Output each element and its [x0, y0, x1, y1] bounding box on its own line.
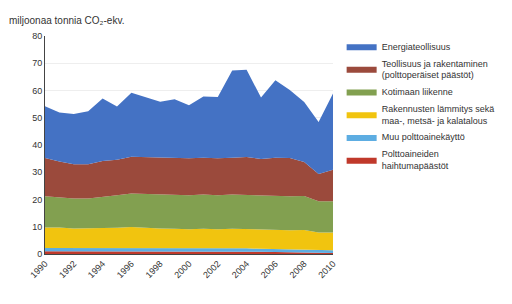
svg-text:miljoonaa tonnia CO₂-ekv.: miljoonaa tonnia CO₂-ekv.: [9, 15, 124, 26]
svg-text:Polttoaineidenhaihtumapäästöt: Polttoaineidenhaihtumapäästöt: [382, 149, 449, 171]
svg-text:1992: 1992: [57, 259, 78, 280]
svg-text:20: 20: [32, 195, 42, 205]
svg-text:10: 10: [32, 222, 42, 232]
svg-text:60: 60: [32, 86, 42, 96]
svg-text:2004: 2004: [230, 259, 251, 280]
svg-text:40: 40: [32, 140, 42, 150]
svg-text:Muu polttoainekäyttö: Muu polttoainekäyttö: [382, 132, 465, 142]
svg-text:Energiateollisuus: Energiateollisuus: [382, 42, 451, 52]
svg-text:80: 80: [32, 31, 42, 41]
svg-text:2002: 2002: [201, 259, 222, 280]
svg-text:Teollisuus ja rakentaminen(pol: Teollisuus ja rakentaminen(polttoperäise…: [382, 59, 488, 81]
svg-text:2010: 2010: [316, 259, 337, 280]
svg-text:1998: 1998: [144, 259, 165, 280]
svg-text:50: 50: [32, 113, 42, 123]
svg-text:2008: 2008: [288, 259, 309, 280]
svg-text:30: 30: [32, 167, 42, 177]
svg-text:70: 70: [32, 58, 42, 68]
svg-text:Rakennusten lämmitys sekämaa-,: Rakennusten lämmitys sekämaa-, metsä- ja…: [382, 104, 495, 126]
svg-text:1990: 1990: [28, 259, 49, 280]
svg-text:Kotimaan liikenne: Kotimaan liikenne: [382, 87, 453, 97]
svg-text:0: 0: [37, 249, 42, 259]
svg-text:2000: 2000: [172, 259, 193, 280]
svg-text:1994: 1994: [86, 259, 107, 280]
svg-text:2006: 2006: [259, 259, 280, 280]
svg-text:1996: 1996: [115, 259, 136, 280]
